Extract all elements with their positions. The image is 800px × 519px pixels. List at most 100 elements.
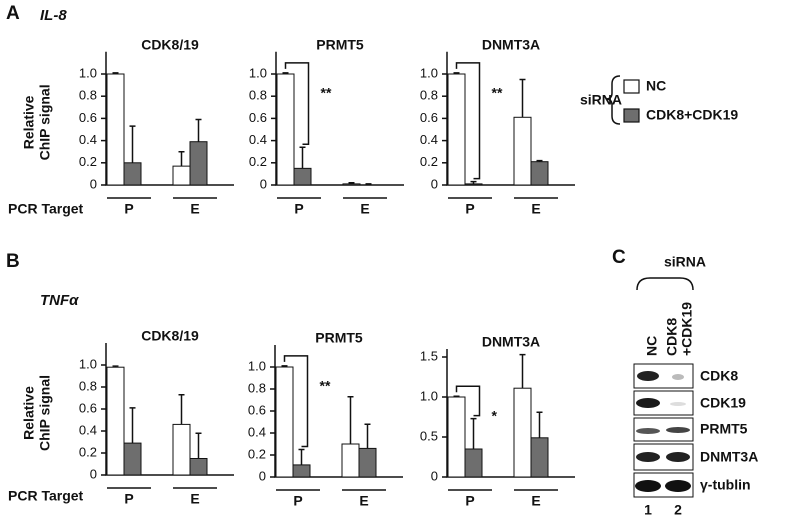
band [666,427,690,433]
x-tick-label: E [531,493,540,509]
y-tick-label: 0.8 [249,88,267,103]
bar [123,442,142,476]
band [636,398,660,408]
lane-number: 1 [644,502,652,518]
band [635,480,661,492]
x-axis-label: PCR Target [8,488,84,504]
band [665,480,691,492]
y-tick-label: 0.4 [79,132,97,147]
y-tick-label: 0 [259,468,266,483]
x-tick-label: P [294,201,303,217]
chart-title: DNMT3A [482,37,540,53]
error-bar [364,423,371,449]
band-label: CDK8 [700,368,738,384]
legend-swatch [623,108,640,123]
y-tick-label: 0.6 [248,402,266,417]
bar [292,464,311,478]
bar [293,167,312,186]
bar [276,73,295,186]
legend-entry: NC [646,78,666,94]
error-bar [519,78,526,118]
x-tick-label: E [190,201,199,217]
bar [342,183,361,186]
error-bar [536,159,543,162]
y-tick-label: 1.5 [420,348,438,363]
bar [123,162,142,186]
error-bar [470,180,477,184]
x-tick-label: E [360,201,369,217]
y-tick-label: 0.4 [248,424,266,439]
significance-bracket [284,62,310,146]
error-bar [195,118,202,142]
bar [447,396,466,478]
blot-header: siRNA [664,254,706,270]
error-bar [299,146,306,169]
error-bar [365,183,372,185]
error-bar [298,448,305,465]
x-tick-label: P [465,493,474,509]
error-bar [129,407,136,444]
y-tick-label: 0.6 [79,110,97,125]
chart-title: DNMT3A [482,334,540,350]
x-tick-label: P [465,201,474,217]
x-tick-label: P [124,491,133,507]
chart-title: PRMT5 [315,330,363,346]
band [636,428,660,434]
error-bar [470,417,477,449]
y-tick-label: 0.4 [420,132,438,147]
bar [464,448,483,478]
error-bar [536,411,543,438]
y-tick-label: 0.8 [79,88,97,103]
y-tick-label: 1.0 [79,356,97,371]
significance-bracket [455,62,481,180]
x-tick-label: P [293,493,302,509]
y-tick-label: 1.0 [420,388,438,403]
error-bar [453,395,460,397]
y-axis-label: ChIP signal [37,375,53,451]
axis [275,51,404,186]
band-label: CDK19 [700,395,746,411]
band-label: DNMT3A [700,449,758,465]
y-tick-label: 0.4 [79,422,97,437]
error-bar [453,72,460,74]
band [672,374,684,380]
lane-number: 2 [674,502,682,518]
chart-title: CDK8/19 [141,328,199,344]
significance-label: ** [492,85,503,101]
legend-entry: CDK8+CDK19 [646,107,738,123]
lane-label: +CDK19 [679,302,695,356]
x-tick-label: E [190,491,199,507]
y-tick-label: 0.2 [420,154,438,169]
bar [358,447,377,478]
band [636,452,660,462]
y-tick-label: 0.6 [79,400,97,415]
significance-label: ** [321,85,332,101]
significance-bracket [283,355,309,448]
error-bar [178,150,185,167]
blot-box [633,417,694,442]
error-bar [519,353,526,389]
y-axis-label: Relative [21,95,37,149]
y-tick-label: 0 [431,468,438,483]
band [637,371,659,381]
bar [275,366,294,478]
y-axis-label: Relative [21,386,37,440]
bar [106,366,125,476]
bar [530,437,549,478]
band-label: γ-tublin [700,477,751,493]
bar [513,116,532,186]
y-tick-label: 1.0 [249,65,267,80]
chart-title: CDK8/19 [141,37,199,53]
y-tick-label: 0.6 [420,110,438,125]
y-tick-label: 0.2 [249,154,267,169]
chart-title: PRMT5 [316,37,364,53]
error-bar [282,72,289,74]
panel-label: B [6,251,20,272]
error-bar [178,393,185,425]
blot-rows [633,363,694,498]
error-bar [129,125,136,163]
x-axis-label: PCR Target [8,201,84,217]
axis [446,51,575,186]
error-bar [112,365,119,368]
